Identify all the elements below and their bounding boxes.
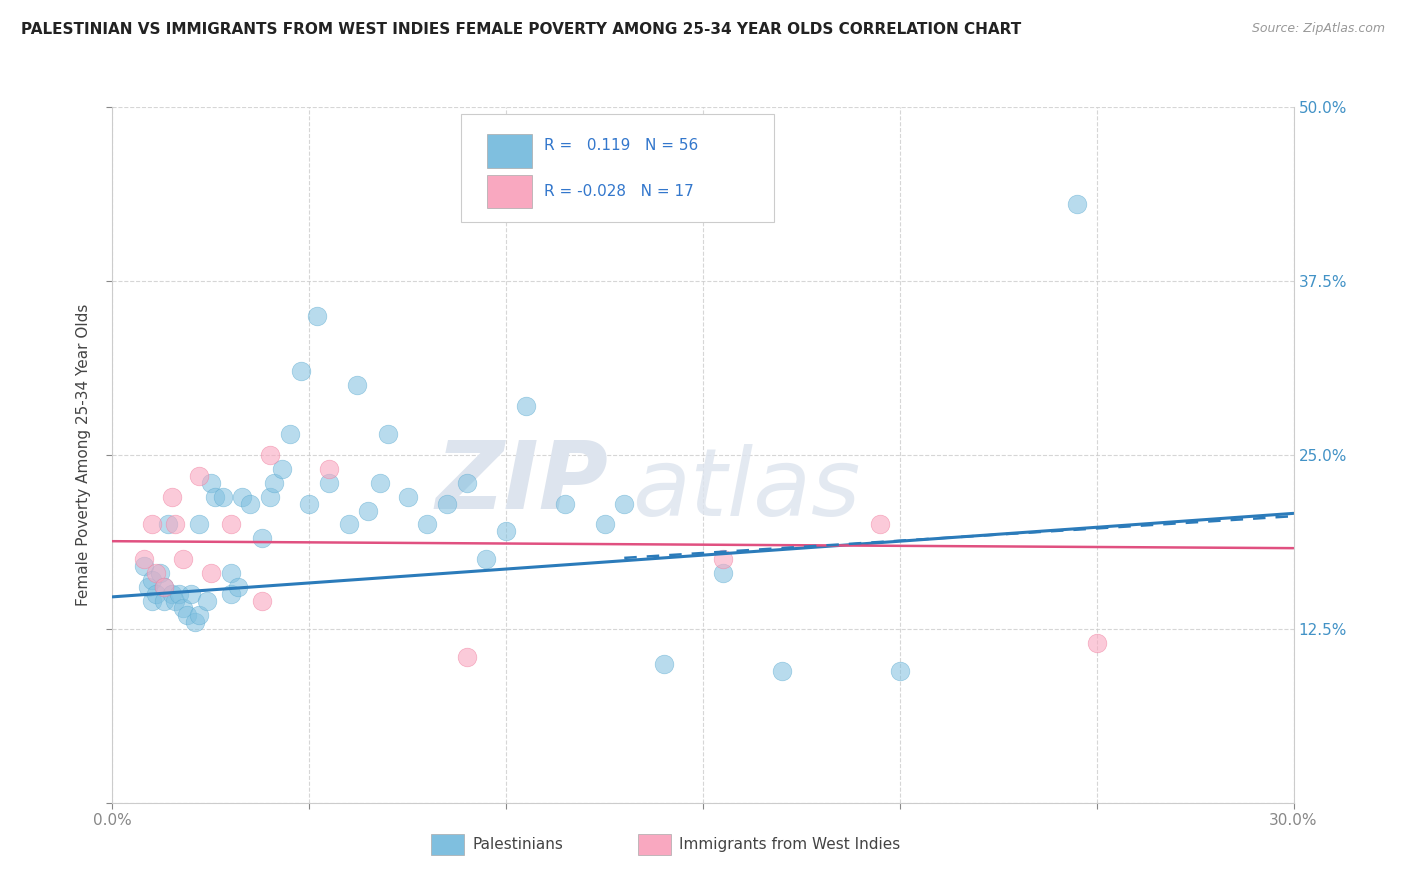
Point (136, 580, 159, 594)
Text: PALESTINIAN VS IMMIGRANTS FROM WEST INDIES FEMALE POVERTY AMONG 25-34 YEAR OLDS : PALESTINIAN VS IMMIGRANTS FROM WEST INDI… (21, 22, 1021, 37)
Point (259, 448, 281, 462)
Point (145, 587, 167, 601)
Point (889, 664, 911, 678)
Point (132, 559, 155, 574)
Text: R =   0.119   N = 56: R = 0.119 N = 56 (544, 137, 697, 153)
FancyBboxPatch shape (486, 134, 531, 168)
Point (396, 490, 419, 504)
Point (711, 566, 734, 581)
Point (180, 587, 202, 601)
Point (346, 378, 368, 392)
Text: Immigrants from West Indies: Immigrants from West Indies (679, 837, 901, 852)
Point (337, 517, 360, 532)
Point (613, 497, 636, 511)
Point (152, 594, 174, 608)
Point (132, 552, 155, 566)
Point (239, 497, 262, 511)
Point (416, 517, 439, 532)
Point (475, 552, 498, 566)
Point (184, 615, 207, 629)
Point (219, 566, 242, 581)
Point (554, 497, 576, 511)
Point (456, 649, 478, 664)
Y-axis label: Female Poverty Among 25-34 Year Olds: Female Poverty Among 25-34 Year Olds (76, 304, 91, 606)
Point (195, 594, 218, 608)
Point (298, 497, 321, 511)
Point (141, 594, 163, 608)
Point (307, 309, 329, 323)
Point (515, 399, 537, 413)
Point (188, 468, 211, 483)
Point (263, 475, 285, 490)
Point (160, 490, 183, 504)
Point (278, 427, 301, 442)
Text: Source: ZipAtlas.com: Source: ZipAtlas.com (1251, 22, 1385, 36)
Point (172, 601, 194, 615)
Point (711, 552, 734, 566)
Point (152, 580, 174, 594)
Point (160, 587, 183, 601)
Point (169, 587, 191, 601)
Point (172, 552, 194, 566)
Point (652, 657, 675, 671)
Point (188, 517, 211, 532)
Point (200, 566, 222, 581)
Point (593, 517, 616, 532)
Point (495, 524, 517, 539)
Point (149, 566, 172, 581)
Point (869, 517, 891, 532)
Point (250, 532, 273, 546)
Point (165, 517, 187, 532)
Point (176, 607, 198, 622)
Point (145, 566, 167, 581)
Point (141, 573, 163, 587)
Point (231, 490, 253, 504)
FancyBboxPatch shape (638, 834, 671, 855)
Point (259, 490, 281, 504)
Text: R = -0.028   N = 17: R = -0.028 N = 17 (544, 184, 693, 199)
Point (368, 475, 391, 490)
Point (204, 490, 226, 504)
Point (456, 475, 478, 490)
Point (152, 580, 174, 594)
Point (228, 580, 250, 594)
Point (156, 517, 179, 532)
Point (219, 587, 242, 601)
Point (1085, 636, 1108, 650)
FancyBboxPatch shape (432, 834, 464, 855)
Point (290, 364, 312, 378)
FancyBboxPatch shape (486, 175, 531, 208)
Point (270, 462, 292, 476)
Point (219, 517, 242, 532)
Point (141, 517, 163, 532)
Text: atlas: atlas (633, 444, 860, 535)
FancyBboxPatch shape (461, 114, 773, 222)
Point (188, 607, 211, 622)
Point (318, 462, 340, 476)
Point (377, 427, 399, 442)
Point (165, 594, 187, 608)
Text: Palestinians: Palestinians (472, 837, 564, 852)
Point (436, 497, 458, 511)
Point (1066, 197, 1088, 211)
Point (211, 490, 233, 504)
Text: ZIP: ZIP (436, 437, 609, 529)
Point (200, 475, 222, 490)
Point (250, 594, 273, 608)
Point (770, 664, 793, 678)
Point (318, 475, 340, 490)
Point (357, 503, 380, 517)
